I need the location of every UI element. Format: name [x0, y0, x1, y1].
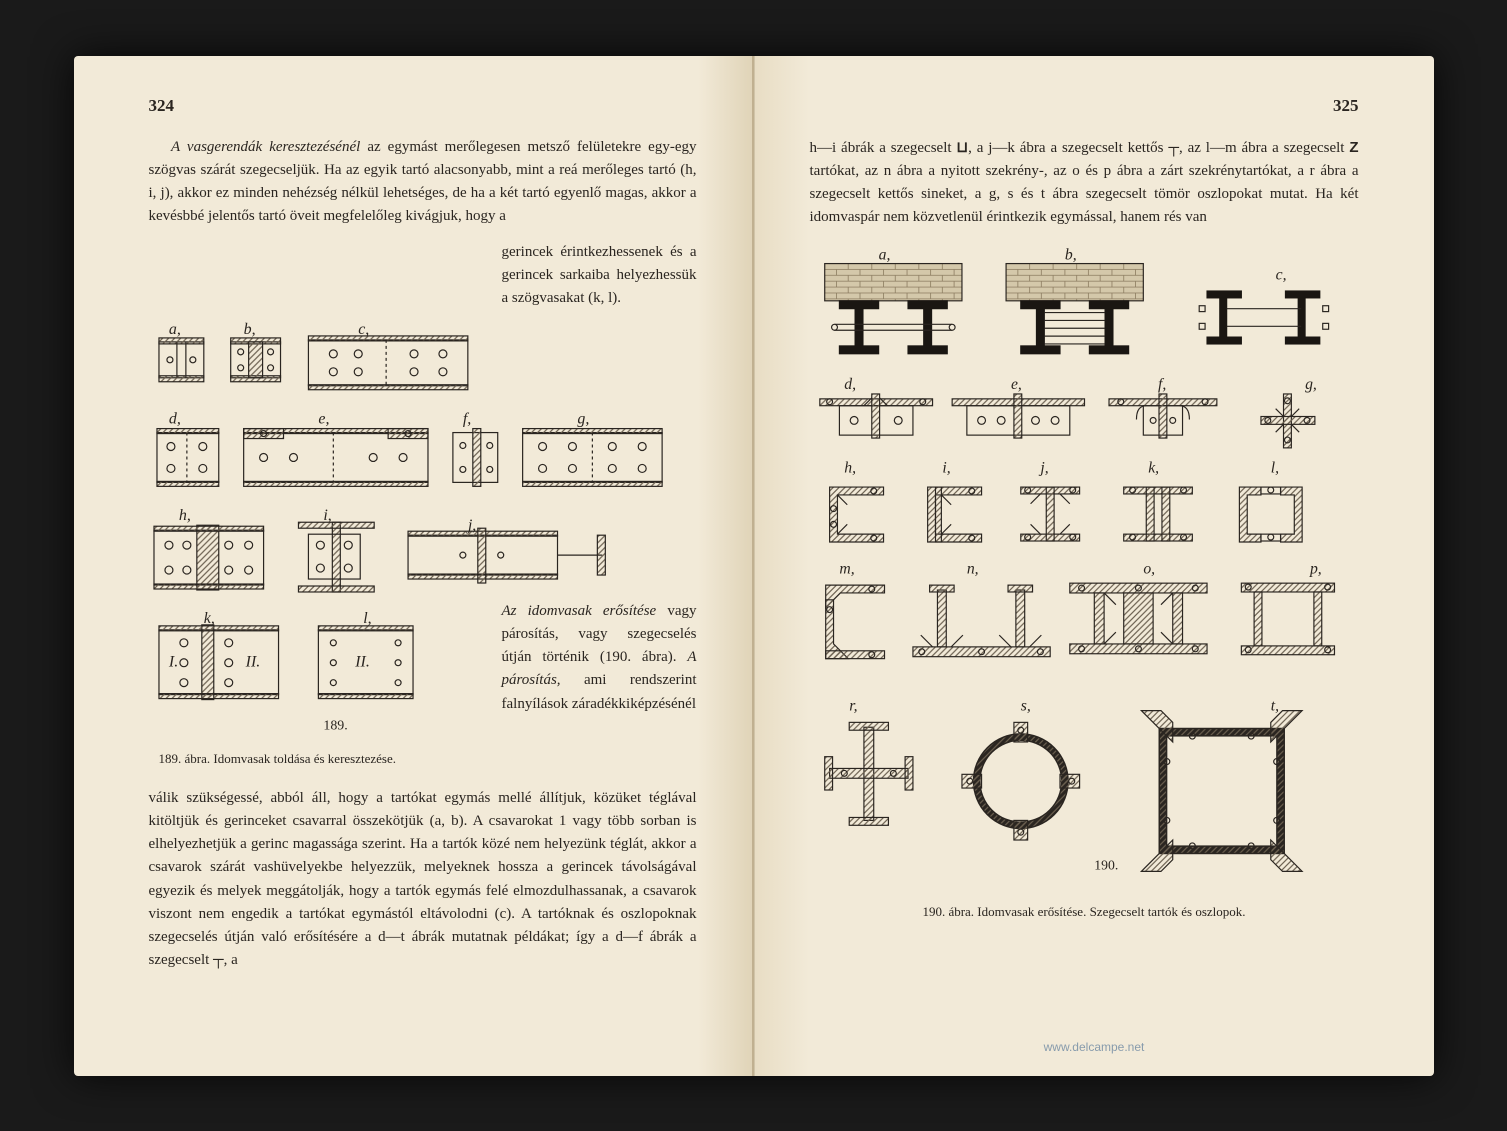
- lbl-g: g,: [577, 411, 589, 428]
- page-number-right: 325: [1333, 96, 1359, 116]
- book-spread: 324 A vasgerendák keresztezésénél az egy…: [74, 56, 1434, 1076]
- fig-c: [308, 336, 467, 390]
- para1-lead: A vasgerendák keresztezésénél: [171, 139, 360, 155]
- figure-190: a,: [810, 242, 1359, 921]
- rp1d: tartókat, az n ábra a nyitott szekrény-,…: [810, 163, 1359, 226]
- lbl-rf: f,: [1158, 376, 1166, 393]
- lbl-rr: r,: [849, 697, 857, 714]
- rfig-l: [1239, 487, 1302, 542]
- lbl-f: f,: [462, 411, 470, 428]
- k-label-II: II.: [244, 654, 260, 671]
- lbl-h: h,: [178, 507, 190, 524]
- left-para-2: válik szükségessé, abból áll, hogy a tar…: [149, 787, 697, 973]
- page-left: 324 A vasgerendák keresztezésénél az egy…: [74, 56, 754, 1076]
- fig-e: [243, 429, 427, 487]
- rfig-k: [1123, 487, 1192, 541]
- fig-h: [153, 525, 263, 590]
- fig-j: [408, 528, 605, 583]
- lbl-rs: s,: [1020, 697, 1030, 714]
- figure-189: gerincek érintkezhessenek és a gerincek …: [149, 241, 697, 767]
- rfig-r: [824, 722, 912, 825]
- rfig-n: [912, 585, 1049, 657]
- lbl-a: a,: [168, 321, 180, 338]
- rfig-m: [825, 585, 884, 659]
- lbl-rc: c,: [1275, 266, 1286, 283]
- fig190-caption: 190. ábra. Idomvasak erősítése. Szegecse…: [810, 904, 1359, 920]
- lbl-b: b,: [243, 321, 255, 338]
- lbl-rn: n,: [966, 560, 978, 577]
- rfig-g: [1260, 393, 1314, 447]
- rp1c: , az l—m ábra a szegecselt: [1179, 140, 1349, 156]
- rfig-p: [1241, 583, 1334, 655]
- fig189-sidetext-2: Az idomvasak erősítése vagy párosítás, v…: [502, 600, 697, 716]
- fig190-svg: a,: [810, 242, 1359, 899]
- left-body: A vasgerendák keresztezésénél az egymást…: [149, 136, 697, 229]
- fig-a: [158, 338, 203, 382]
- rfig-t: [1141, 710, 1302, 871]
- fig-g: [522, 429, 661, 487]
- l-label-II: II.: [354, 654, 370, 671]
- fig-i: [298, 522, 374, 592]
- right-para-1: h—i ábrák a szegecselt ⊔, a j—k ábra a s…: [810, 136, 1359, 230]
- left-para-1: A vasgerendák keresztezésénél az egymást…: [149, 136, 697, 229]
- right-body: h—i ábrák a szegecselt ⊔, a j—k ábra a s…: [810, 136, 1359, 230]
- page-number-left: 324: [149, 96, 175, 116]
- lbl-rl: l,: [1270, 459, 1278, 476]
- rfig-o: [1069, 583, 1206, 654]
- lbl-l: l,: [363, 610, 371, 627]
- lbl-rm: m,: [839, 560, 854, 577]
- fig189-sidetext-1: gerincek érintkezhessenek és a gerincek …: [502, 241, 697, 311]
- fig-f: [452, 429, 497, 487]
- rfig-d: [819, 393, 932, 437]
- rfig-f: [1109, 393, 1217, 437]
- rfig-h: [829, 487, 883, 542]
- rp1a: h—i ábrák a szegecselt: [810, 140, 957, 156]
- lbl-d: d,: [168, 411, 180, 428]
- lbl-rt: t,: [1270, 697, 1278, 714]
- fig189-num: 189.: [323, 719, 347, 734]
- k-label-I: I.: [167, 654, 177, 671]
- lbl-rj: j,: [1038, 459, 1048, 476]
- side2-it: Az idomvasak erősítése: [502, 603, 657, 619]
- fig-k: I. II.: [158, 625, 278, 700]
- lbl-e: e,: [318, 411, 329, 428]
- rfig-s: [961, 722, 1079, 840]
- lbl-re: e,: [1010, 376, 1021, 393]
- lbl-rh: h,: [844, 459, 856, 476]
- rfig-j: [1020, 487, 1079, 541]
- page-right: 325 h—i ábrák a szegecselt ⊔, a j—k ábra…: [754, 56, 1434, 1076]
- rp1b: , a j—k ábra a szegecselt kettős: [968, 140, 1168, 156]
- rfig-e: [952, 393, 1084, 437]
- rfig-i: [927, 487, 981, 542]
- sym-z: Z: [1349, 139, 1358, 156]
- fig189-caption: 189. ábra. Idomvasak toldása és kereszte…: [159, 751, 697, 767]
- lbl-rg: g,: [1305, 376, 1317, 393]
- lbl-ri: i,: [942, 459, 950, 476]
- sym-t: ┬: [1168, 139, 1179, 156]
- sidetext1-content: gerincek érintkezhessenek és a gerincek …: [502, 244, 697, 307]
- fig190-num: 190.: [1094, 857, 1118, 872]
- rfig-c: [1199, 291, 1328, 344]
- fig-d: [156, 429, 218, 487]
- watermark: www.delcampe.net: [1044, 1040, 1145, 1054]
- lbl-rk: k,: [1148, 459, 1159, 476]
- lbl-rp: p,: [1308, 560, 1321, 577]
- lbl-ro: o,: [1143, 560, 1155, 577]
- fig-b: [230, 338, 280, 382]
- lbl-rd: d,: [844, 376, 856, 393]
- sym-u: ⊔: [956, 139, 968, 156]
- lbl-ra: a,: [878, 246, 890, 263]
- lbl-rb: b,: [1064, 246, 1076, 263]
- left-body-2: válik szükségessé, abból áll, hogy a tar…: [149, 787, 697, 973]
- rfig-b: [1006, 263, 1143, 353]
- fig-l: II.: [318, 626, 413, 699]
- rfig-a: [824, 263, 961, 353]
